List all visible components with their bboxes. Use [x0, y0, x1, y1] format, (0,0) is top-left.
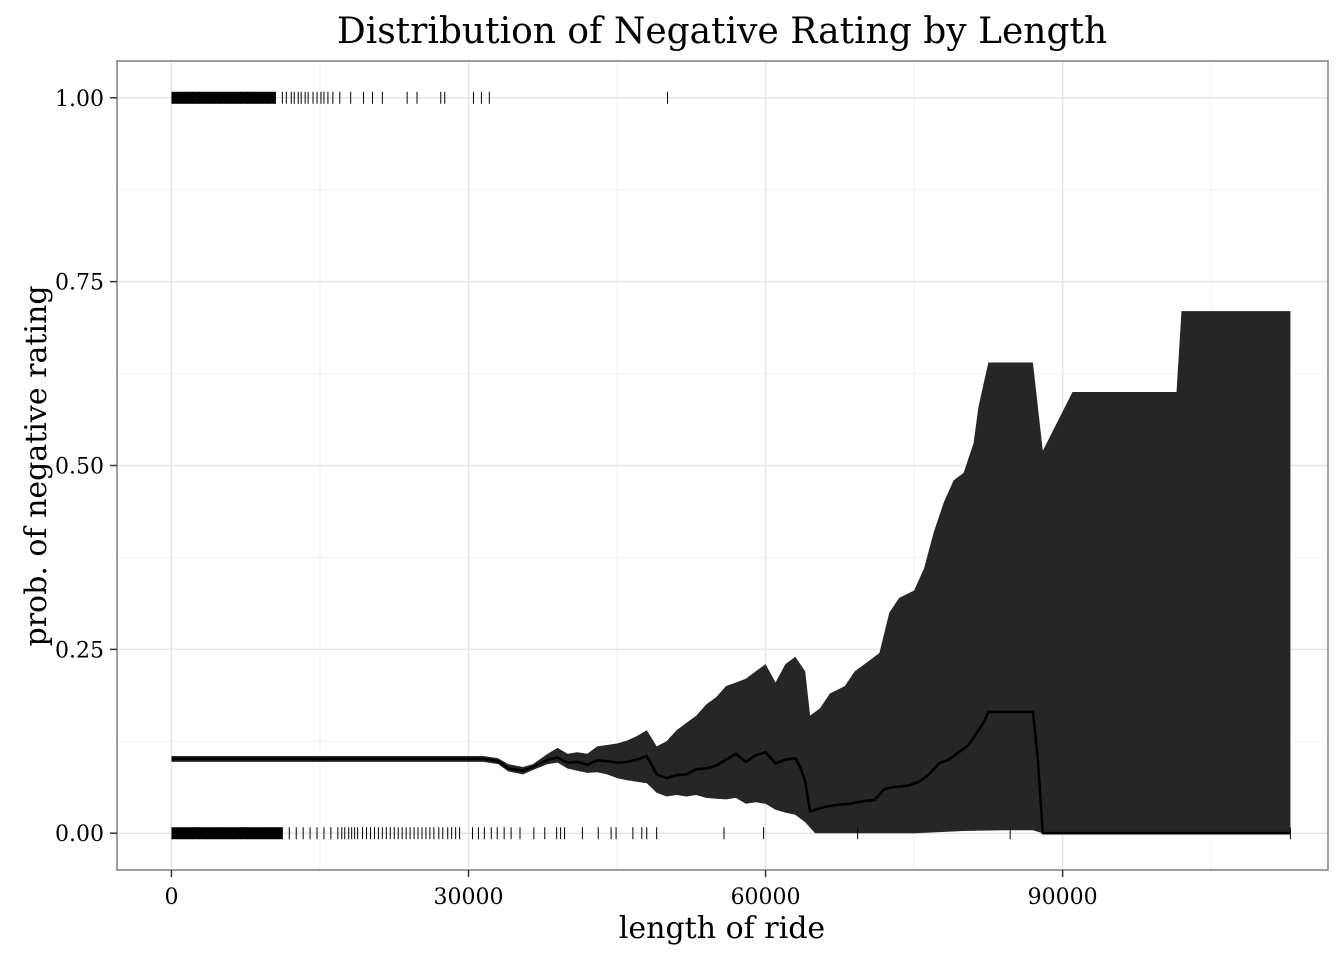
y-tick-label: 0.50 — [55, 455, 104, 480]
y-axis-title: prob. of negative rating — [19, 285, 54, 646]
x-axis: 0 30000 60000 90000 — [164, 870, 1098, 910]
y-axis: 0.00 0.25 0.50 0.75 1.00 — [55, 87, 117, 847]
y-tick-label: 1.00 — [55, 87, 104, 112]
x-tick-label: 30000 — [434, 885, 504, 910]
rug-dense-block — [171, 91, 276, 104]
chart-title: Distribution of Negative Rating by Lengt… — [337, 11, 1107, 52]
x-tick-label: 0 — [164, 885, 178, 910]
x-tick-label: 90000 — [1028, 885, 1098, 910]
fitted-probability-line — [171, 710, 1291, 835]
y-tick-label: 0.25 — [55, 638, 104, 663]
y-tick-label: 0.00 — [55, 822, 104, 847]
x-axis-title: length of ride — [619, 911, 825, 946]
y-tick-label: 0.75 — [55, 271, 104, 296]
x-tick-label: 60000 — [731, 885, 801, 910]
rug-marks — [171, 91, 1291, 840]
confidence-ribbon — [171, 311, 1291, 834]
